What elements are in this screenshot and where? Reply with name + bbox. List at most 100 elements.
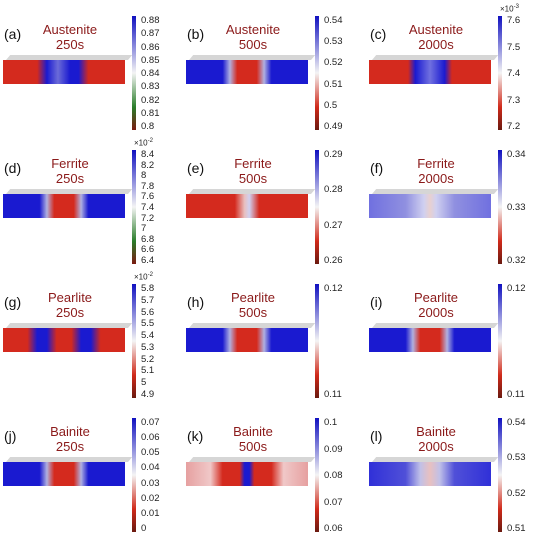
tick-label: 0.81	[141, 107, 160, 119]
panel-label: (j)	[4, 428, 17, 444]
tick-label: 0.53	[324, 36, 343, 48]
phase-name: Pearlite	[47, 290, 93, 305]
tick-label: 0.06	[141, 432, 160, 444]
panel-label: (b)	[187, 26, 205, 42]
panel-title: Bainite 2000s	[376, 424, 496, 454]
panel-label: (d)	[4, 160, 22, 176]
time-label: 250s	[55, 37, 85, 52]
tick-label: 0.5	[324, 99, 338, 111]
figure-panel: (g) Pearlite 250s ×10-2 5.8 5.7 5.6 5.5 5.4 5.3 5.…	[0, 268, 183, 402]
tick-label: 0.11	[507, 389, 525, 400]
colorbar	[132, 418, 136, 532]
tick-label: 0.1	[324, 417, 338, 428]
colorbar-exponent: ×10-2	[134, 138, 153, 148]
tick-label: 5.4	[141, 330, 155, 342]
panel-title: Ferrite 2000s	[376, 156, 496, 186]
simulation-bar	[186, 323, 316, 352]
tick-label: 7.4	[141, 202, 155, 213]
tick-label: 7.5	[507, 41, 521, 53]
figure-panel: (h) Pearlite 500s 0.12 0.11	[183, 268, 366, 402]
panel-label: (c)	[370, 26, 387, 42]
tick-label: 4.9	[141, 389, 155, 400]
tick-label: 0.84	[141, 68, 160, 79]
time-label: 250s	[55, 305, 85, 320]
colorbar-ticks: 0.88 0.87 0.86 0.85 0.84 0.83 0.82 0.81 0.8	[141, 16, 181, 131]
tick-label: 0.03	[141, 477, 160, 489]
simulation-bar	[369, 457, 499, 486]
tick-label: 0.06	[324, 523, 343, 534]
tick-label: 0.52	[507, 487, 526, 499]
phase-name: Bainite	[233, 424, 273, 439]
tick-label: 0.09	[324, 443, 343, 455]
tick-label: 0.85	[141, 54, 160, 66]
phase-name: Austenite	[42, 22, 98, 37]
simulation-bar	[3, 189, 133, 218]
tick-label: 0.12	[507, 283, 526, 294]
colorbar	[315, 284, 319, 398]
tick-label: 6.4	[141, 255, 155, 266]
figure-panel: (k) Bainite 500s 0.1 0.09 0.08 0.07 0.06	[183, 402, 366, 536]
tick-label: 5.8	[141, 283, 155, 294]
tick-label: 0.04	[141, 462, 160, 474]
time-label: 2000s	[418, 305, 454, 320]
panel-label: (g)	[4, 294, 22, 310]
phase-name: Pearlite	[230, 290, 276, 305]
colorbar-exponent: ×10-2	[134, 272, 153, 282]
tick-label: 6.8	[141, 233, 155, 245]
tick-label: 5.2	[141, 353, 155, 365]
tick-label: 5.5	[141, 318, 155, 330]
tick-label: 0.33	[507, 202, 526, 213]
simulation-bar	[186, 55, 316, 84]
colorbar-ticks: 0.07 0.06 0.05 0.04 0.03 0.02 0.01 0	[141, 418, 181, 533]
simulation-bar	[3, 323, 133, 352]
phase-name: Ferrite	[417, 156, 455, 171]
simulation-bar	[186, 457, 316, 486]
tick-label: 0.32	[507, 255, 526, 266]
time-label: 500s	[238, 171, 268, 186]
colorbar-ticks: 0.34 0.33 0.32	[507, 149, 547, 266]
colorbar	[132, 284, 136, 398]
tick-label: 0.34	[507, 149, 526, 160]
tick-label: 5.3	[141, 341, 155, 353]
tick-label: 0.02	[141, 492, 160, 504]
time-label: 250s	[55, 171, 85, 186]
time-label: 2000s	[418, 37, 454, 52]
tick-label: 0.07	[324, 496, 343, 508]
tick-label: 0.54	[507, 417, 526, 428]
tick-label: 7.2	[507, 121, 521, 132]
figure-panel: (b) Austenite 500s 0.54 0.53 0.52 0.51 0.5 0.49	[183, 0, 366, 134]
tick-label: 5.1	[141, 365, 155, 377]
panel-label: (e)	[187, 160, 205, 176]
tick-label: 0.82	[141, 94, 160, 106]
figure-panel: (a) Austenite 250s 0.88 0.87 0.86 0.85 0.84 0.83…	[0, 0, 183, 134]
panel-label: (a)	[4, 26, 22, 42]
tick-label: 0.05	[141, 447, 160, 459]
phase-name: Bainite	[416, 424, 456, 439]
panel-title: Austenite 2000s	[376, 22, 496, 52]
figure-panel: (j) Bainite 250s 0.07 0.06 0.05 0.04 0.03 0.02 0.…	[0, 402, 183, 536]
panel-title: Austenite 250s	[10, 22, 130, 52]
panel-title: Pearlite 500s	[193, 290, 313, 320]
tick-label: 5	[141, 377, 147, 389]
figure-panel: (c) Austenite 2000s ×10-3 7.6 7.5 7.4 7.3 7.2	[366, 0, 549, 134]
colorbar-ticks: 0.29 0.28 0.27 0.26	[324, 150, 364, 265]
tick-label: 0.86	[141, 41, 160, 53]
colorbar-ticks: 8.4 8.2 8 7.8 7.6 7.4 7.2 7 6.8 6.6 6.4	[141, 150, 181, 266]
tick-label: 7.2	[141, 212, 155, 224]
time-label: 500s	[238, 439, 268, 454]
tick-label: 5.7	[141, 294, 155, 306]
phase-name: Austenite	[408, 22, 464, 37]
phase-name: Ferrite	[51, 156, 89, 171]
tick-label: 0.49	[324, 121, 343, 132]
panel-title: Ferrite 500s	[193, 156, 313, 186]
tick-label: 7.3	[507, 94, 521, 106]
tick-label: 7.4	[507, 68, 521, 79]
panel-title: Bainite 250s	[10, 424, 130, 454]
colorbar	[498, 418, 502, 532]
panel-title: Austenite 500s	[193, 22, 313, 52]
colorbar	[315, 150, 319, 264]
phase-name: Austenite	[225, 22, 281, 37]
colorbar-ticks: 5.8 5.7 5.6 5.5 5.4 5.3 5.2 5.1 5 4.9	[141, 283, 181, 400]
phase-name: Pearlite	[413, 290, 459, 305]
tick-label: 0.08	[324, 470, 343, 481]
